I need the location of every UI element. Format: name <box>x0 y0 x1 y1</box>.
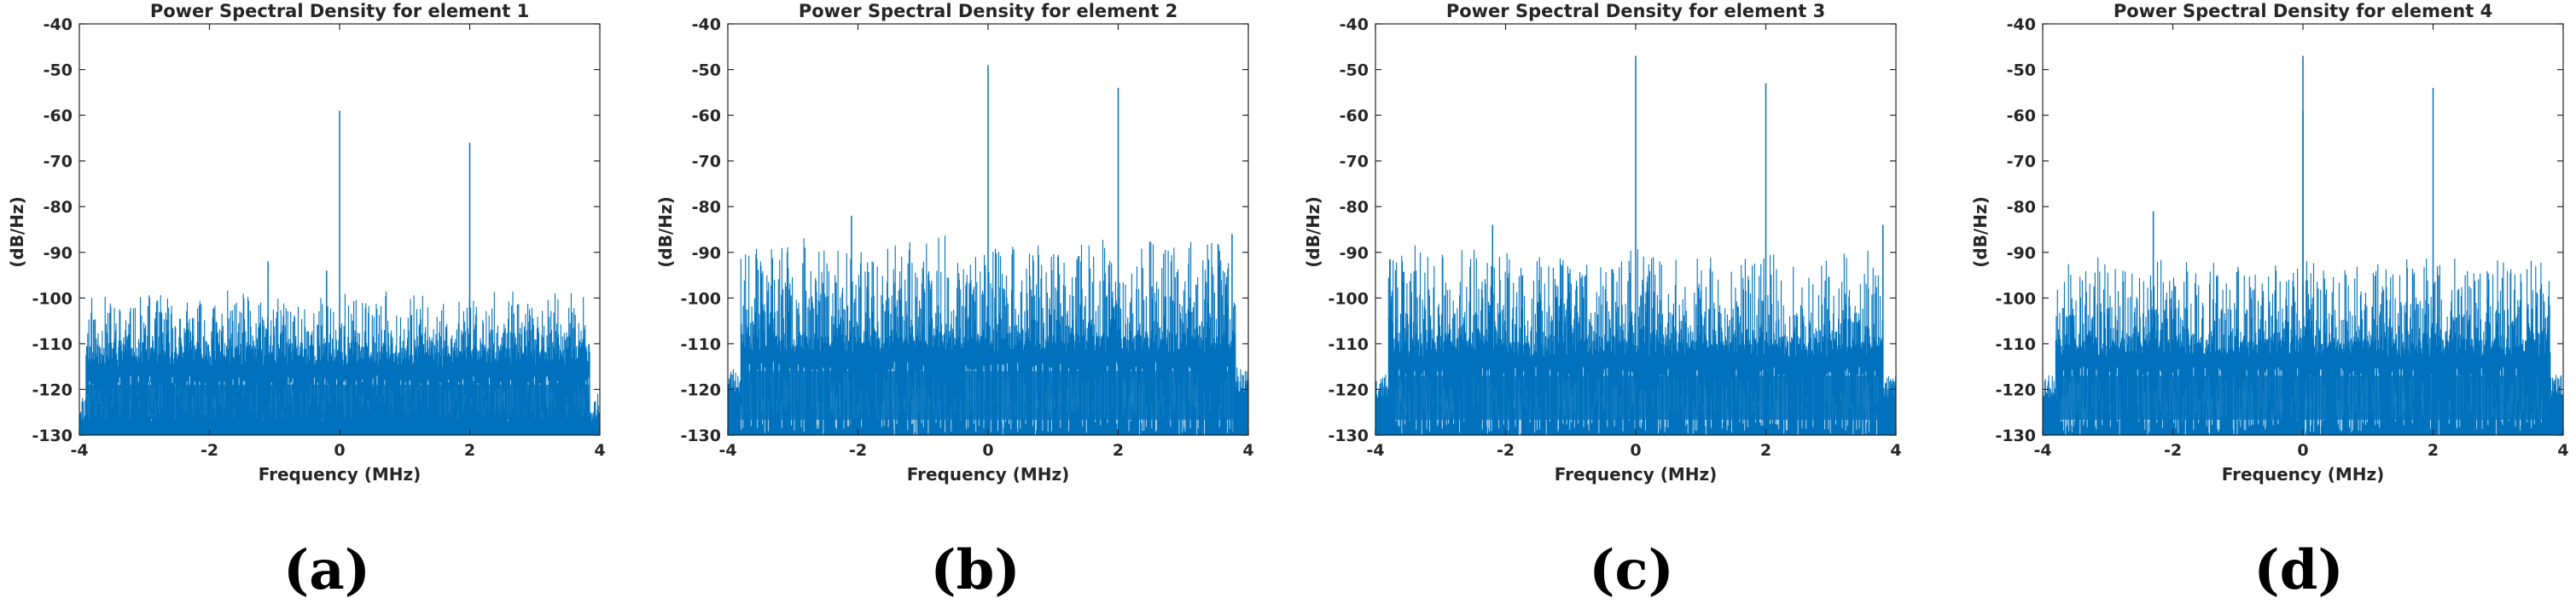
y-tick-label: -110 <box>1328 335 1369 354</box>
y-axis-label: (dB/Hz) <box>7 196 27 268</box>
y-tick-label: -50 <box>2007 61 2036 80</box>
panel-caption: (a) <box>283 538 370 602</box>
panel-d: Power Spectral Density for element 4 -40… <box>1970 1 2569 602</box>
y-tick-label: -70 <box>692 153 721 171</box>
panel-a: Power Spectral Density for element 1 -40… <box>7 1 606 602</box>
x-tick-label: -4 <box>2033 441 2051 460</box>
x-tick-label: 2 <box>2428 441 2439 460</box>
x-tick-label: -2 <box>2164 441 2182 460</box>
plot-area: -40 -50 -60 -70 -80 -90 -100 -110 -120 -130-4 -2 0 2… <box>1328 15 1901 460</box>
psd-band-core <box>85 385 590 420</box>
y-tick-label: -80 <box>1340 198 1369 217</box>
y-tick-label: -70 <box>44 153 73 171</box>
x-tick-label: 0 <box>982 441 993 460</box>
y-tick-label: -40 <box>692 15 721 34</box>
y-tick-label: -130 <box>1328 427 1369 445</box>
x-tick-label: 0 <box>2297 441 2308 460</box>
y-tick-label: -120 <box>32 380 73 399</box>
y-tick-label: -90 <box>692 244 721 263</box>
y-tick-label: -50 <box>1340 61 1369 80</box>
x-tick-label: 0 <box>1630 441 1641 460</box>
x-tick-label: -4 <box>70 441 88 460</box>
panel-caption: (c) <box>1589 538 1674 602</box>
x-tick-label: 4 <box>1890 441 1901 460</box>
y-tick-label: -110 <box>680 335 721 354</box>
y-tick-label: -40 <box>1340 15 1369 34</box>
y-tick-label: -120 <box>1328 380 1369 399</box>
x-tick-label: -2 <box>1497 441 1515 460</box>
y-tick-label: -40 <box>44 15 73 34</box>
panel-c: Power Spectral Density for element 3 -40… <box>1303 1 1902 602</box>
y-tick-label: -120 <box>680 380 721 399</box>
y-tick-label: -110 <box>1995 335 2036 354</box>
x-tick-label: 4 <box>594 441 605 460</box>
x-tick-label: -2 <box>849 441 867 460</box>
y-tick-label: -130 <box>680 427 721 445</box>
y-tick-label: -70 <box>1340 153 1369 171</box>
y-tick-label: -100 <box>32 289 73 308</box>
panel-caption: (b) <box>930 538 1020 602</box>
panel-b: Power Spectral Density for element 2 -40… <box>655 1 1254 602</box>
chart-title: Power Spectral Density for element 1 <box>150 1 529 21</box>
y-tick-label: -60 <box>1340 107 1369 125</box>
panel-caption: (d) <box>2253 538 2343 602</box>
x-tick-label: 4 <box>2557 441 2568 460</box>
x-tick-label: -2 <box>201 441 218 460</box>
y-tick-label: -70 <box>2007 153 2036 171</box>
y-tick-label: -80 <box>2007 198 2036 217</box>
x-axis-label: Frequency (MHz) <box>259 464 422 485</box>
x-tick-label: -4 <box>718 441 736 460</box>
y-tick-label: -90 <box>2007 244 2036 263</box>
x-tick-label: 2 <box>464 441 475 460</box>
y-tick-label: -130 <box>1995 427 2036 445</box>
x-axis-label: Frequency (MHz) <box>907 464 1070 485</box>
plot-area: -40 -50 -60 -70 -80 -90 -100 -110 -120 -130-4 -2 0 2… <box>1995 15 2568 460</box>
y-axis-label: (dB/Hz) <box>1303 196 1323 268</box>
x-tick-label: 0 <box>334 441 345 460</box>
y-tick-label: -40 <box>2007 15 2036 34</box>
y-axis-label: (dB/Hz) <box>1970 196 1991 268</box>
y-tick-label: -110 <box>32 335 73 354</box>
y-axis-label: (dB/Hz) <box>655 196 676 268</box>
y-tick-label: -130 <box>32 427 73 445</box>
y-tick-label: -90 <box>1340 244 1369 263</box>
y-tick-label: -80 <box>692 198 721 217</box>
chart-title: Power Spectral Density for element 3 <box>1446 1 1825 21</box>
y-tick-label: -100 <box>1995 289 2036 308</box>
x-tick-label: 2 <box>1113 441 1124 460</box>
x-axis-label: Frequency (MHz) <box>2222 464 2385 485</box>
y-tick-label: -80 <box>44 198 73 217</box>
y-tick-label: -60 <box>2007 107 2036 125</box>
x-tick-label: -4 <box>1366 441 1384 460</box>
plot-area: -40 -50 -60 -70 -80 -90 -100 -110 -120 -130-4 -2 0 2… <box>680 15 1253 460</box>
y-tick-label: -60 <box>692 107 721 125</box>
y-tick-label: -50 <box>692 61 721 80</box>
x-axis-label: Frequency (MHz) <box>1555 464 1718 485</box>
chart-title: Power Spectral Density for element 2 <box>799 1 1178 21</box>
y-tick-label: -60 <box>44 107 73 125</box>
x-tick-label: 4 <box>1242 441 1253 460</box>
y-tick-label: -100 <box>1328 289 1369 308</box>
y-tick-label: -90 <box>44 244 73 263</box>
chart-title: Power Spectral Density for element 4 <box>2114 1 2492 21</box>
plot-area: -40 -50 -60 -70 -80 -90 -100 -110 -120 -130-4 -2 0 2… <box>32 15 605 460</box>
y-tick-label: -120 <box>1995 380 2036 399</box>
x-tick-label: 2 <box>1760 441 1771 460</box>
y-tick-label: -50 <box>44 61 73 80</box>
y-tick-label: -100 <box>680 289 721 308</box>
